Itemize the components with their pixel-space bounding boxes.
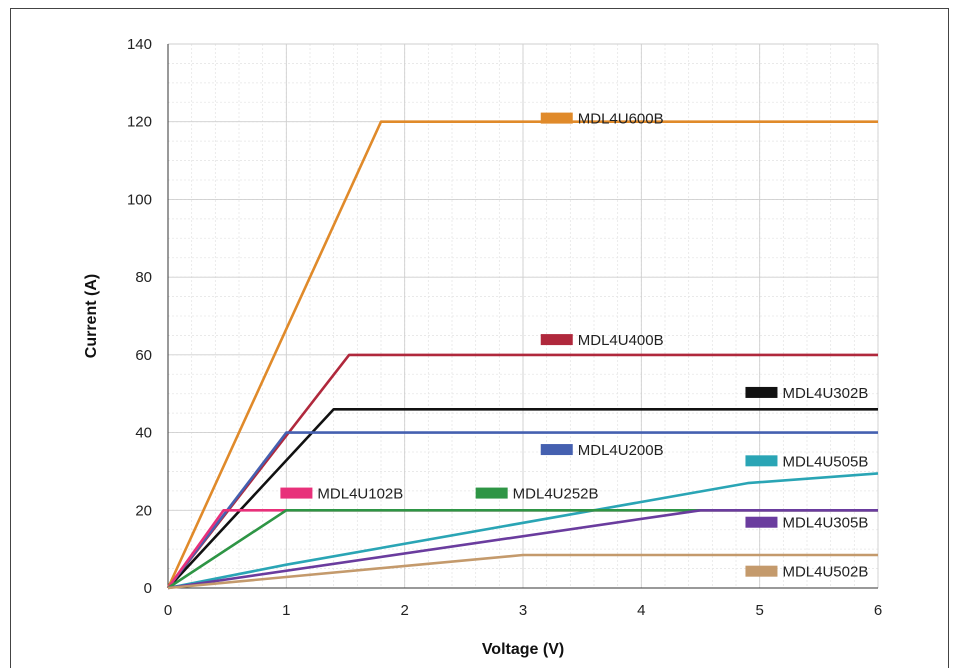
legend-label-mdl4u302b: MDL4U302B: [782, 385, 868, 402]
legend-label-mdl4u502b: MDL4U502B: [782, 564, 868, 581]
x-tick-label: 2: [400, 602, 408, 619]
x-tick-label: 1: [282, 602, 290, 619]
legend-swatch-mdl4u252b: [475, 487, 508, 499]
legend-swatch-mdl4u200b: [540, 444, 573, 456]
inline-legend: MDL4U600B MDL4U400B MDL4U302B MDL4U200B MDL4…: [280, 111, 868, 581]
legend-swatch-mdl4u502b: [745, 565, 778, 577]
y-tick-label: 0: [144, 580, 152, 597]
legend-label-mdl4u200b: MDL4U200B: [578, 442, 664, 459]
x-tick-label: 5: [755, 602, 763, 619]
x-axis-title: Voltage (V): [482, 641, 564, 658]
legend-label-mdl4u505b: MDL4U505B: [782, 453, 868, 470]
legend-swatch-mdl4u600b: [540, 112, 573, 124]
legend-label-mdl4u400b: MDL4U400B: [578, 332, 664, 349]
legend-swatch-mdl4u302b: [745, 386, 778, 398]
x-tick-label: 0: [164, 602, 172, 619]
series-line-mdl4u505b: [167, 472, 879, 590]
series-line-mdl4u252b: [167, 508, 878, 590]
x-tick-label: 4: [637, 602, 645, 619]
y-tick-label: 100: [127, 191, 152, 208]
legend-label-mdl4u252b: MDL4U252B: [513, 486, 599, 503]
y-axis-title: Current (A): [83, 274, 100, 358]
series-line-mdl4u600b: [166, 120, 878, 589]
legend-label-mdl4u600b: MDL4U600B: [578, 111, 664, 128]
y-tick-label: 120: [127, 114, 152, 131]
series-line-mdl4u305b: [167, 508, 878, 590]
legend-label-mdl4u305b: MDL4U305B: [782, 515, 868, 532]
y-tick-label: 80: [135, 269, 152, 286]
grid: [167, 43, 879, 589]
x-tick-label: 6: [874, 602, 882, 619]
x-tick-label: 3: [519, 602, 527, 619]
legend-label-mdl4u102b: MDL4U102B: [317, 486, 403, 503]
legend-swatch-mdl4u305b: [745, 516, 778, 528]
series-line-mdl4u302b: [167, 407, 878, 589]
series-lines: [166, 120, 879, 590]
series-line-mdl4u502b: [167, 553, 878, 590]
y-tick-label: 40: [135, 425, 152, 442]
legend-swatch-mdl4u505b: [745, 455, 778, 467]
y-tick-label: 140: [127, 36, 152, 53]
legend-swatch-mdl4u400b: [540, 334, 573, 346]
y-tick-label: 20: [135, 502, 152, 519]
series-line-mdl4u200b: [166, 431, 878, 589]
y-tick-label: 60: [135, 347, 152, 364]
legend-swatch-mdl4u102b: [280, 487, 313, 499]
